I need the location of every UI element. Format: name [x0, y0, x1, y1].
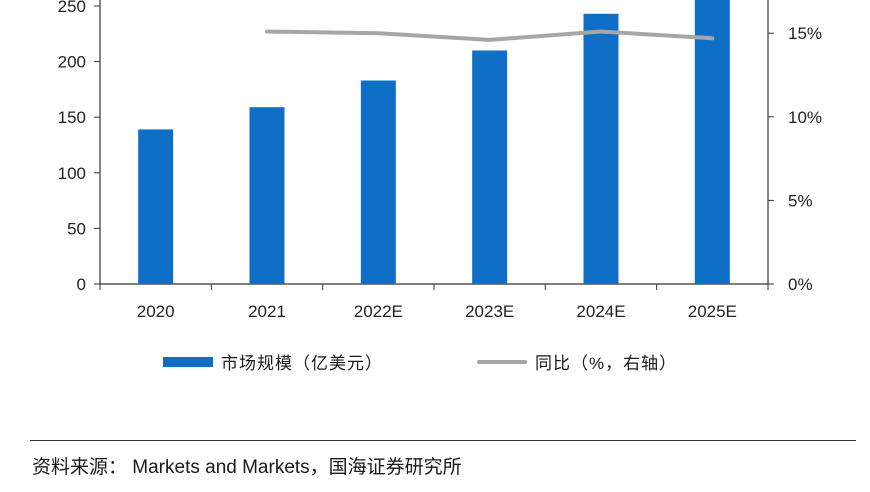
legend-label-market-size: 市场规模（亿美元）	[221, 354, 383, 373]
bar	[694, 0, 730, 284]
divider	[30, 440, 856, 441]
left-tick-label: 0	[77, 275, 86, 294]
legend-swatch-bar	[163, 356, 213, 367]
legend: 市场规模（亿美元） 同比（%，右轴）	[0, 349, 870, 373]
bar	[249, 107, 285, 284]
bar	[472, 50, 508, 285]
bar	[138, 129, 174, 284]
chart: 0 50 100 150 200 250 0% 5% 10% 15% 2020 2021 2022E 20…	[58, 0, 822, 321]
x-tick-label: 2022E	[354, 302, 403, 321]
right-tick-label: 15%	[788, 24, 822, 43]
left-tick-label: 100	[58, 164, 86, 183]
left-tick-label: 50	[67, 219, 86, 238]
legend-item-yoy: 同比（%，右轴）	[477, 349, 677, 374]
right-tick-label: 10%	[788, 108, 822, 127]
x-tick-label: 2024E	[576, 302, 625, 321]
source-note: 资料来源： Markets and Markets，国海证券研究所	[32, 457, 462, 478]
legend-swatch-line	[477, 359, 527, 364]
x-tick-label: 2021	[248, 302, 286, 321]
x-tick-label: 2020	[137, 302, 175, 321]
x-tick-label: 2023E	[465, 302, 514, 321]
legend-label-yoy: 同比（%，右轴）	[535, 354, 678, 373]
yoy-line	[265, 29, 715, 42]
left-tick-label: 150	[58, 108, 86, 127]
bar	[583, 13, 619, 285]
right-tick-label: 5%	[788, 191, 813, 210]
left-tick-label: 250	[58, 0, 86, 16]
x-tick-label: 2025E	[688, 302, 737, 321]
bar	[360, 80, 396, 284]
right-tick-label: 0%	[788, 275, 813, 294]
left-tick-label: 200	[58, 53, 86, 72]
legend-item-market-size: 市场规模（亿美元）	[163, 349, 383, 374]
